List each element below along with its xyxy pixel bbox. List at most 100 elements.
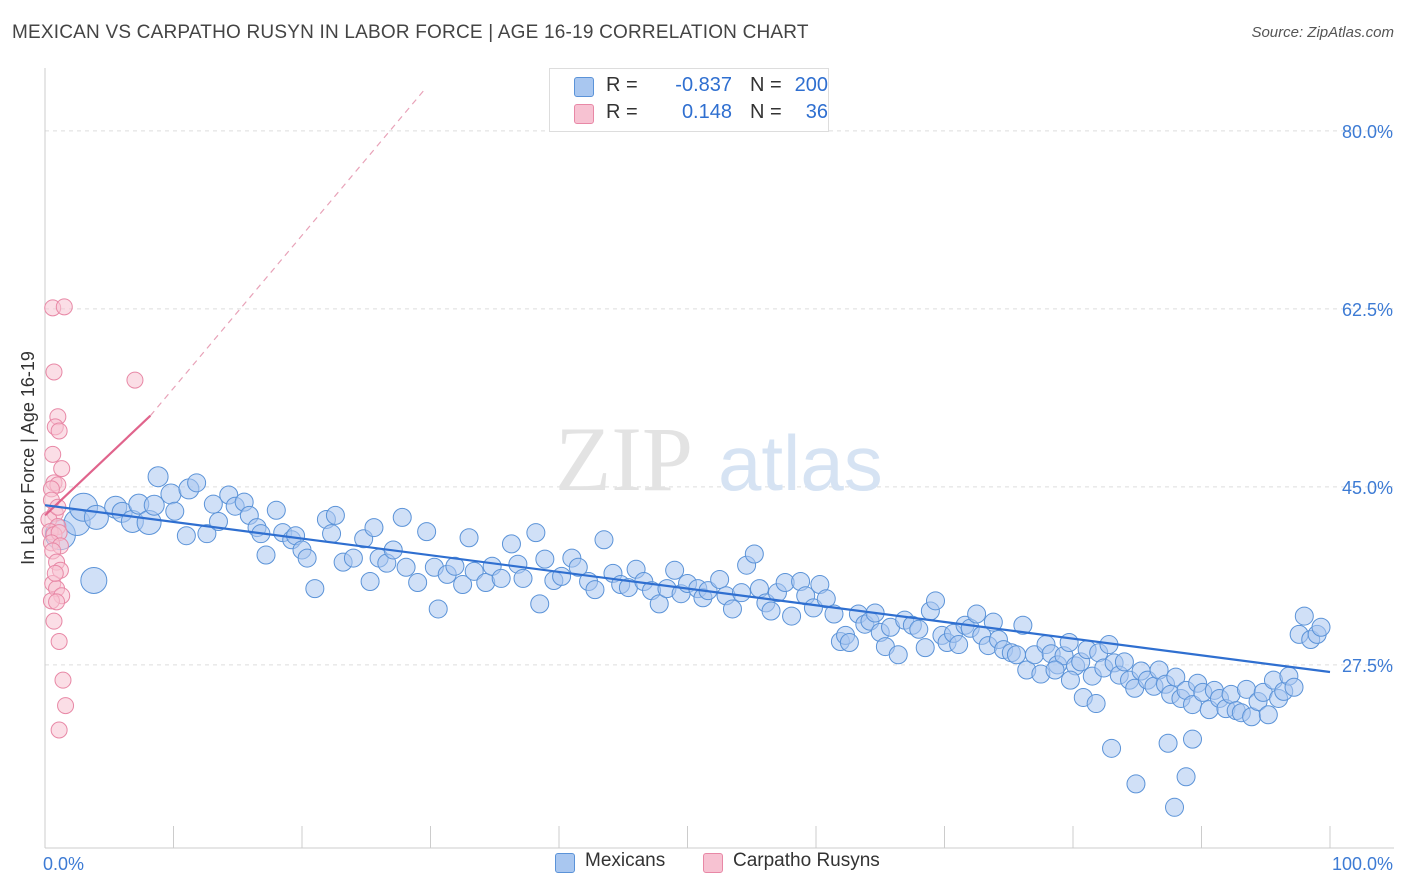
mexicans-point (256, 545, 276, 565)
mexicans-point (1158, 733, 1178, 753)
axis-layer (44, 68, 1394, 849)
mexicans-point (949, 635, 969, 655)
mexicans-point (208, 511, 228, 531)
carpatho-rusyns-points (40, 298, 144, 739)
n-label: N = (750, 74, 782, 96)
mexicans-point (1086, 694, 1106, 714)
mexicans-point (147, 466, 169, 488)
mexicans-point (464, 561, 484, 581)
mexicans-points (44, 466, 1331, 817)
carpatho-rusyns-point (45, 612, 63, 630)
mexicans-point (1294, 606, 1314, 626)
mexicans-point (1006, 645, 1026, 665)
mexicans-point (396, 557, 416, 577)
mexicans-point (1176, 767, 1196, 787)
mexicans-point (926, 591, 946, 611)
mexicans-point (1183, 729, 1203, 749)
legend-label: Carpatho Rusyns (733, 850, 880, 871)
mexicans-point (266, 500, 286, 520)
mexicans-point (1045, 660, 1065, 680)
legend-swatch-blue (555, 853, 575, 873)
mexicans-point (1114, 652, 1134, 672)
mexicans-point (491, 568, 511, 588)
mexicans-trend-line (44, 504, 1331, 674)
mexicans-point (297, 548, 317, 568)
mexicans-point (417, 522, 437, 542)
source-credit: Source: ZipAtlas.com (1251, 24, 1394, 41)
mexicans-point (459, 528, 479, 548)
mexicans-point (665, 560, 685, 580)
carpatho-rusyns-point (50, 721, 68, 739)
n-value: 36 (805, 101, 828, 123)
mexicans-point (1166, 667, 1186, 687)
y-axis-label: In Labor Force | Age 16-19 (18, 351, 38, 565)
mexicans-point (1126, 774, 1146, 794)
carpatho-rusyns-point (45, 363, 63, 381)
mexicans-point (915, 638, 935, 658)
mexicans-point (1102, 738, 1122, 758)
mexicans-point (824, 604, 844, 624)
mexicans-point (501, 534, 521, 554)
mexicans-point (360, 571, 380, 591)
mexicans-point (160, 483, 182, 505)
carpatho-rusyns-point (44, 445, 62, 463)
mexicans-point (165, 501, 185, 521)
series-legend: Mexicans Carpatho Rusyns (0, 850, 1406, 878)
mexicans-point (552, 566, 572, 586)
mexicans-point (187, 473, 207, 493)
legend-swatch-blue (574, 77, 594, 97)
mexicans-point (305, 579, 325, 599)
mexicans-point (585, 580, 605, 600)
correlation-legend: R = -0.837 N = 200 R = 0.148 N = 36 (549, 68, 829, 132)
mexicans-point (453, 575, 473, 595)
mexicans-point (325, 505, 345, 525)
mexicans-point (839, 633, 859, 653)
n-label: N = (750, 101, 782, 123)
y-tick-label: 27.5% (1342, 656, 1393, 676)
mexicans-point (744, 544, 764, 564)
n-value: 200 (794, 74, 828, 96)
mexicans-point (530, 594, 550, 614)
mexicans-point (513, 568, 533, 588)
mexicans-point (1258, 705, 1278, 725)
mexicans-point (888, 645, 908, 665)
mexicans-point (649, 594, 669, 614)
carpatho-rusyns-point (57, 697, 75, 715)
mexicans-point (761, 601, 781, 621)
mexicans-point (526, 523, 546, 543)
mexicans-point (176, 526, 196, 546)
carpatho-rusyns-point (46, 564, 64, 582)
legend-label: Mexicans (585, 850, 666, 871)
carpatho-rusyns-trend-line (44, 414, 152, 517)
mexicans-point (143, 494, 165, 516)
carpatho-rusyns-trend-extension (149, 89, 425, 417)
mexicans-point (722, 599, 742, 619)
mexicans-point (594, 530, 614, 550)
r-value: 0.148 (681, 101, 732, 123)
carpatho-rusyns-point (48, 593, 66, 611)
watermark-zip: ZIP (555, 408, 693, 510)
mexicans-point (408, 573, 428, 593)
carpatho-rusyns-point (53, 460, 71, 478)
r-label: R = (606, 74, 638, 96)
mexicans-point (1284, 677, 1304, 697)
mexicans-point (731, 583, 751, 603)
mexicans-point (710, 569, 730, 589)
mexicans-point (343, 548, 363, 568)
r-value: -0.837 (675, 74, 732, 96)
chart-title: MEXICAN VS CARPATHO RUSYN IN LABOR FORCE… (12, 22, 809, 43)
mexicans-point (568, 557, 588, 577)
x-tick-label: 100.0% (1332, 854, 1393, 874)
mexicans-point (203, 494, 223, 514)
mexicans-point (364, 518, 384, 538)
carpatho-rusyns-point (50, 633, 68, 651)
trend-lines (44, 89, 1331, 674)
mexicans-point (535, 549, 555, 569)
mexicans-point (816, 589, 836, 609)
mexicans-point (197, 524, 217, 544)
mexicans-point (392, 507, 412, 527)
x-tick-label: 0.0% (43, 854, 84, 874)
mexicans-point (967, 604, 987, 624)
carpatho-rusyns-point (55, 298, 73, 316)
